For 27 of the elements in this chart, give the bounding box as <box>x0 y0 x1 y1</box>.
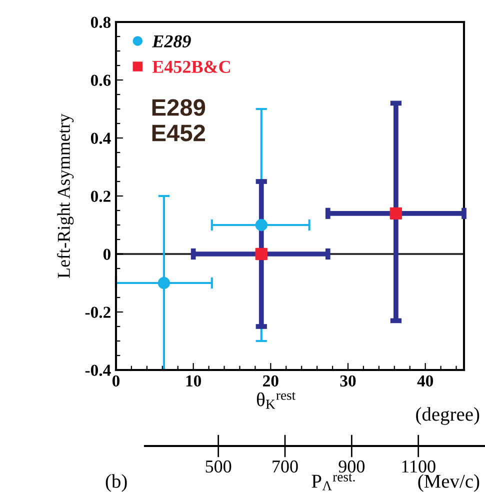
point <box>255 248 268 260</box>
legend-label: E452B&C <box>152 60 230 73</box>
y-axis-title: Left-Right Asymmetry <box>57 114 74 278</box>
y-tick-label: 0.6 <box>90 74 111 86</box>
x-tick-label: 0 <box>112 375 120 387</box>
x2-tick-label: 700 <box>272 460 298 473</box>
annotation: E289 E452 <box>152 99 206 142</box>
legend-label: E289 <box>152 35 191 48</box>
y-tick-label: 0.2 <box>90 190 110 202</box>
y-tick-label: -0.4 <box>85 364 111 376</box>
y-tick-label: -0.2 <box>85 306 110 318</box>
y-tick-label: 0.4 <box>90 132 111 144</box>
y-tick-label: 0 <box>103 248 111 260</box>
text: (Mev/c) <box>418 474 480 492</box>
x2-tick-label: 1100 <box>402 460 436 473</box>
x-tick-label: 10 <box>186 375 202 387</box>
y-tick-label: 0.8 <box>90 16 111 28</box>
text: (degree) <box>416 407 480 425</box>
point <box>390 207 402 220</box>
text: (b) <box>106 474 127 492</box>
x-tick-label: 40 <box>417 375 434 387</box>
x-axis-title: θ$_{K}$$^{rest}$ <box>256 392 296 409</box>
x2-axis-title: P$_{Λ}$$^{rest.}$ <box>312 474 355 490</box>
x2-tick-label: 500 <box>206 460 232 473</box>
x-tick-label: 20 <box>263 375 278 387</box>
x2-tick-label: 900 <box>338 460 365 473</box>
x-tick-label: 30 <box>340 375 356 387</box>
